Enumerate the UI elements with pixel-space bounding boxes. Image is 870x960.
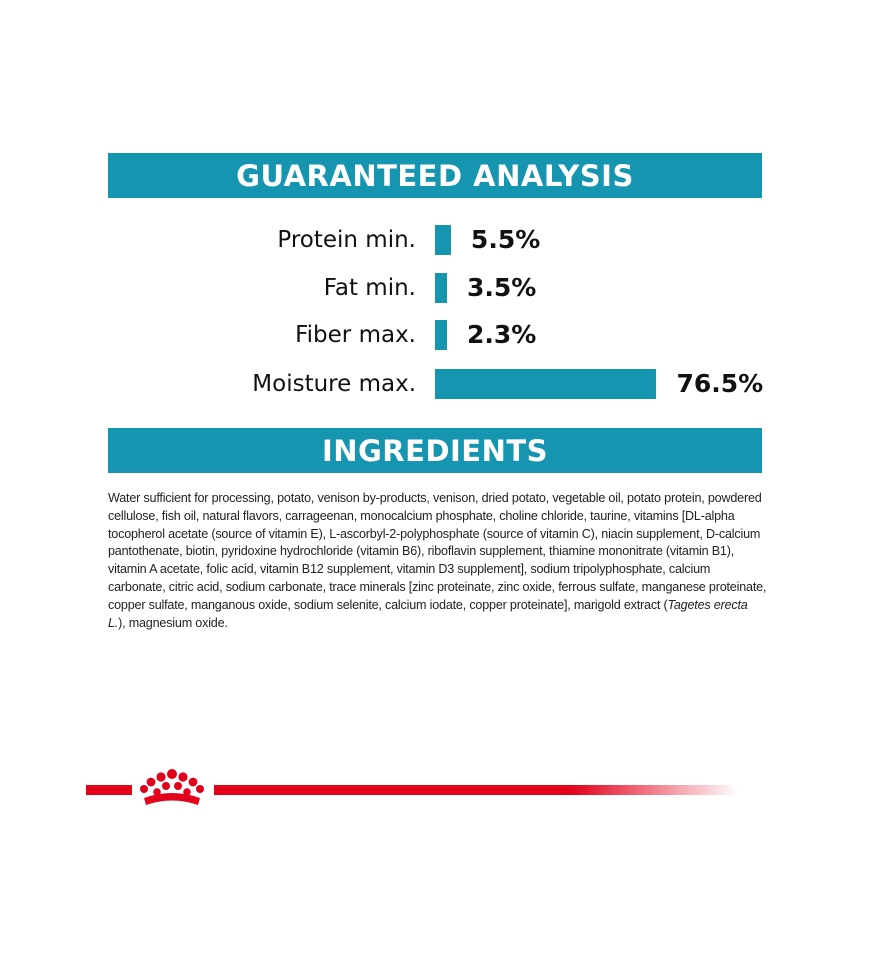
ingredients-text-main: Water sufficient for processing, potato,… (108, 491, 767, 612)
ingredients-text-end: ), magnesium oxide. (118, 615, 228, 630)
ingredients-text: Water sufficient for processing, potato,… (108, 490, 768, 632)
analysis-value: 3.5% (467, 273, 537, 302)
brand-line-left (86, 785, 132, 795)
analysis-bar (435, 273, 447, 303)
analysis-bar (435, 225, 451, 255)
analysis-bar (435, 369, 657, 399)
analysis-value: 2.3% (467, 320, 537, 349)
analysis-value: 5.5% (470, 225, 541, 254)
guaranteed-analysis-title: GUARANTEED ANALYSIS (236, 158, 634, 193)
analysis-label: Moisture max. (252, 371, 416, 397)
ingredients-header: INGREDIENTS (108, 428, 762, 473)
guaranteed-analysis-header: GUARANTEED ANALYSIS (108, 153, 762, 198)
analysis-bar (435, 320, 447, 350)
analysis-label: Protein min. (277, 227, 416, 253)
analysis-row-fiber: Fiber max. 2.3% (0, 315, 870, 355)
analysis-row-protein: Protein min. 5.5% (0, 220, 870, 260)
crown-icon (140, 769, 204, 805)
brand-line-right (214, 785, 738, 795)
ingredients-text-italic: Tagetes erecta L. (108, 597, 748, 630)
analysis-label: Fat min. (323, 275, 416, 301)
ingredients-title: INGREDIENTS (321, 433, 549, 468)
analysis-row-moisture: Moisture max. 76.5% (0, 364, 870, 404)
analysis-row-fat: Fat min. 3.5% (0, 268, 870, 308)
analysis-value: 76.5% (676, 369, 764, 398)
analysis-label: Fiber max. (295, 322, 416, 348)
